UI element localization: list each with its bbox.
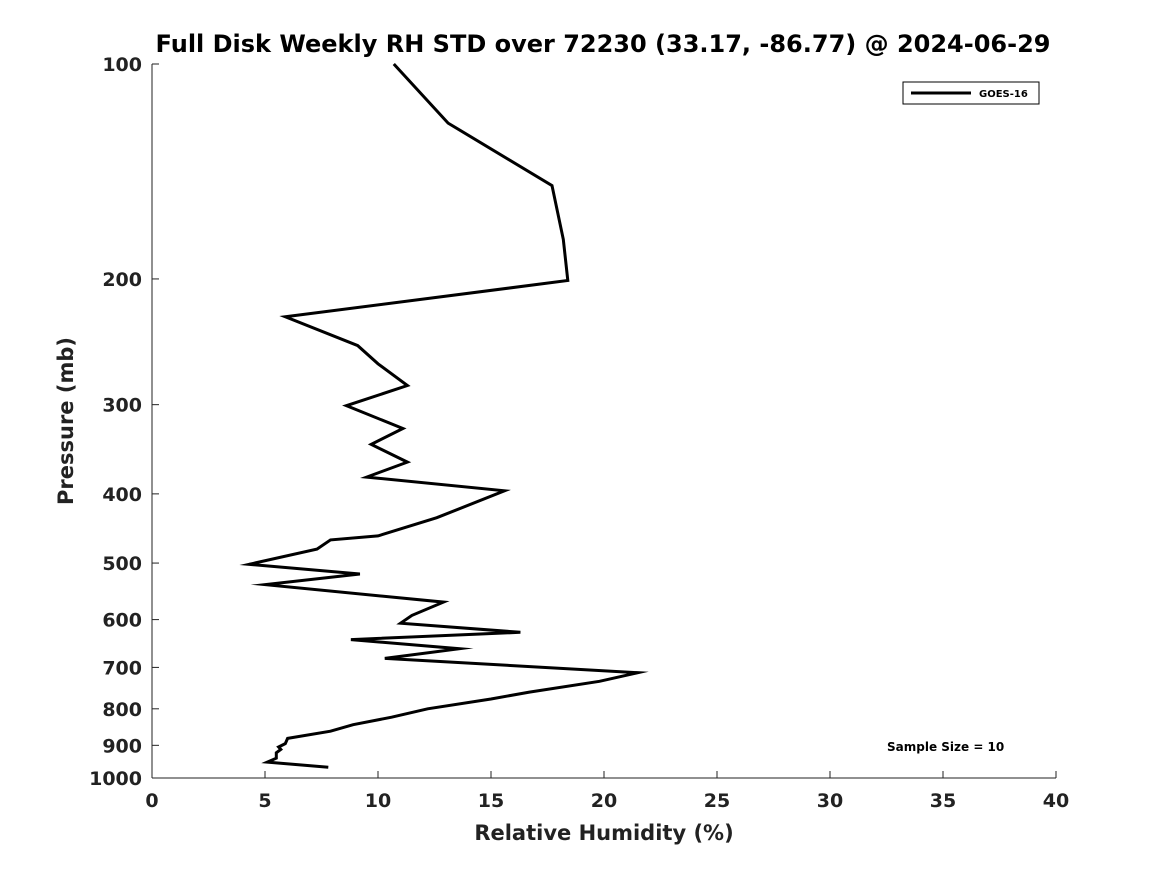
y-tick-label: 400 [102, 484, 142, 506]
y-tick-label: 700 [102, 657, 142, 679]
legend-label-goes-16: GOES-16 [979, 89, 1028, 100]
x-tick-label: 20 [591, 790, 617, 812]
chart-title: Full Disk Weekly RH STD over 72230 (33.1… [156, 30, 1051, 58]
y-tick-label: 900 [102, 735, 142, 757]
x-axis-label: Relative Humidity (%) [474, 821, 733, 845]
y-tick-label: 500 [102, 553, 142, 575]
x-tick-label: 15 [478, 790, 504, 812]
x-tick-label: 25 [704, 790, 730, 812]
legend: GOES-16 [902, 81, 1040, 105]
y-tick-label: 600 [102, 610, 142, 632]
x-tick-label: 35 [930, 790, 956, 812]
series-line-goes-16 [239, 62, 649, 769]
y-tick-label: 1000 [89, 768, 142, 790]
y-tick-label: 200 [102, 269, 142, 291]
y-axis-label: Pressure (mb) [54, 337, 78, 505]
sample-size-annotation: Sample Size = 10 [887, 740, 1004, 754]
x-tick-label: 40 [1043, 790, 1069, 812]
y-axis-ticks: 100 200 300 400 500 600 700 800 900 1000 [89, 54, 159, 790]
x-tick-label: 5 [258, 790, 271, 812]
y-tick-label: 300 [102, 395, 142, 417]
x-tick-label: 10 [365, 790, 391, 812]
x-axis-ticks: 0 5 10 15 20 25 30 35 40 [145, 771, 1069, 812]
y-tick-label: 800 [102, 699, 142, 721]
series-group [239, 62, 649, 769]
x-tick-label: 30 [817, 790, 843, 812]
y-tick-label: 100 [102, 54, 142, 76]
x-tick-label: 0 [145, 790, 158, 812]
